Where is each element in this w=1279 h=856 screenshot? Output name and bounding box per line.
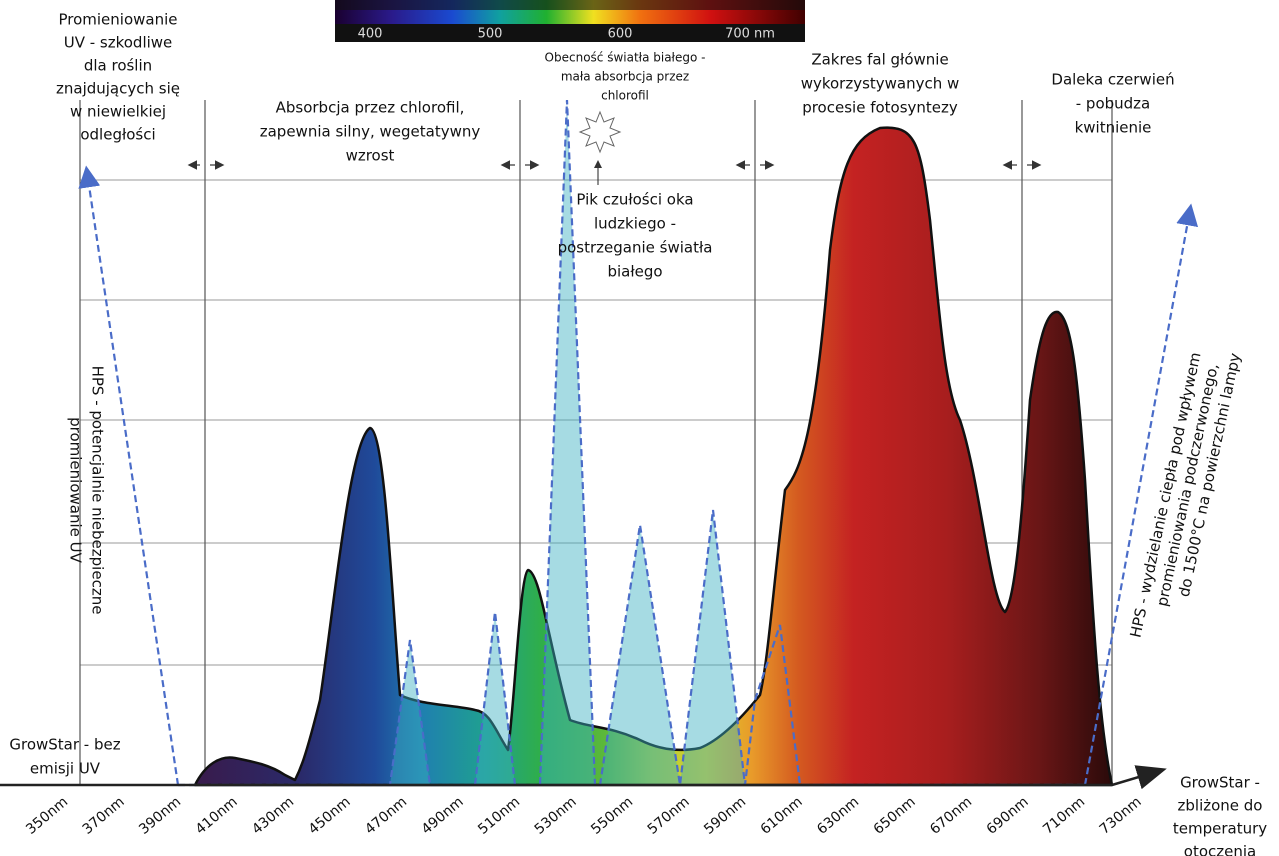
annotation-line: promieniowanie UV [67, 417, 85, 564]
annotation-line: dla roślin [84, 57, 152, 75]
strip-label: 400 [358, 27, 383, 42]
annotation-line: wzrost [346, 147, 395, 165]
annotation-line: procesie fotosyntezy [802, 99, 958, 117]
growstar-spectrum [193, 126, 1114, 787]
x-tick-label: 350nm [23, 794, 71, 838]
annotation-line: zapewnia silny, wegetatywny [260, 123, 481, 141]
annotation-line: Zakres fal głównie [811, 51, 948, 69]
annotation-line: - pobudza [1076, 95, 1151, 113]
x-tick-label: 510nm [475, 794, 523, 838]
annotation-line: mała absorbcja przez [561, 70, 689, 84]
annotation-line: HPS - potencjalnie niebezpieczne [89, 366, 107, 615]
strip-label: 500 [478, 27, 503, 42]
annotation-line: białego [607, 263, 662, 281]
annotation-line: chlorofil [601, 89, 649, 103]
annotation-line: wykorzystywanych w [801, 75, 960, 93]
x-tick-label: 590nm [701, 794, 749, 838]
annotation-line: Absorbcja przez chlorofil, [276, 99, 465, 117]
x-tick-label: 730nm [1097, 794, 1145, 838]
x-tick-label: 370nm [80, 794, 128, 838]
x-tick-label: 630nm [814, 794, 862, 838]
x-tick-label: 610nm [758, 794, 806, 838]
x-tick-label: 530nm [532, 794, 580, 838]
x-tick-label: 490nm [419, 794, 467, 838]
axis [0, 765, 1167, 790]
annotation-line: odległości [80, 126, 155, 144]
x-tick-label: 430nm [249, 794, 297, 838]
x-tick-label: 670nm [927, 794, 975, 838]
x-tick-label: 390nm [136, 794, 184, 838]
annotation-line: UV - szkodliwe [64, 34, 173, 52]
light-icon [578, 110, 622, 185]
annotation-line: GrowStar - [1180, 774, 1260, 792]
annotation-line: w niewielkiej [70, 103, 166, 121]
x-tick-label: 450nm [306, 794, 354, 838]
x-tick-label: 650nm [871, 794, 919, 838]
x-tick-label: 410nm [193, 794, 241, 838]
annotation-line: GrowStar - bez [9, 736, 120, 754]
x-tick-label: 570nm [645, 794, 693, 838]
strip-label: 600 [608, 27, 633, 42]
spectrum-strip [335, 0, 805, 42]
strip-label: 700 nm [725, 27, 775, 42]
x-tick-label: 690nm [984, 794, 1032, 838]
annotation-line: Promieniowanie [58, 11, 177, 29]
x-tick-label: 710nm [1040, 794, 1088, 838]
annotation-line: postrzeganie światła [558, 239, 713, 257]
annotation-line: Daleka czerwień [1051, 71, 1174, 89]
x-tick-label: 470nm [362, 794, 410, 838]
annotation-line: otoczenia [1184, 843, 1256, 856]
annotation-line: Pik czułości oka [576, 191, 693, 209]
x-tick-label: 550nm [588, 794, 636, 838]
annotation-line: ludzkiego - [594, 215, 676, 233]
annotation-line: znajdujących się [56, 80, 180, 98]
annotation-line: emisji UV [30, 760, 101, 778]
annotation-line: zbliżone do [1178, 797, 1263, 815]
annotation-line: kwitnienie [1075, 119, 1152, 137]
annotation-line: temperatury [1173, 820, 1267, 838]
annotation-line: Obecność światła białego - [545, 51, 706, 65]
